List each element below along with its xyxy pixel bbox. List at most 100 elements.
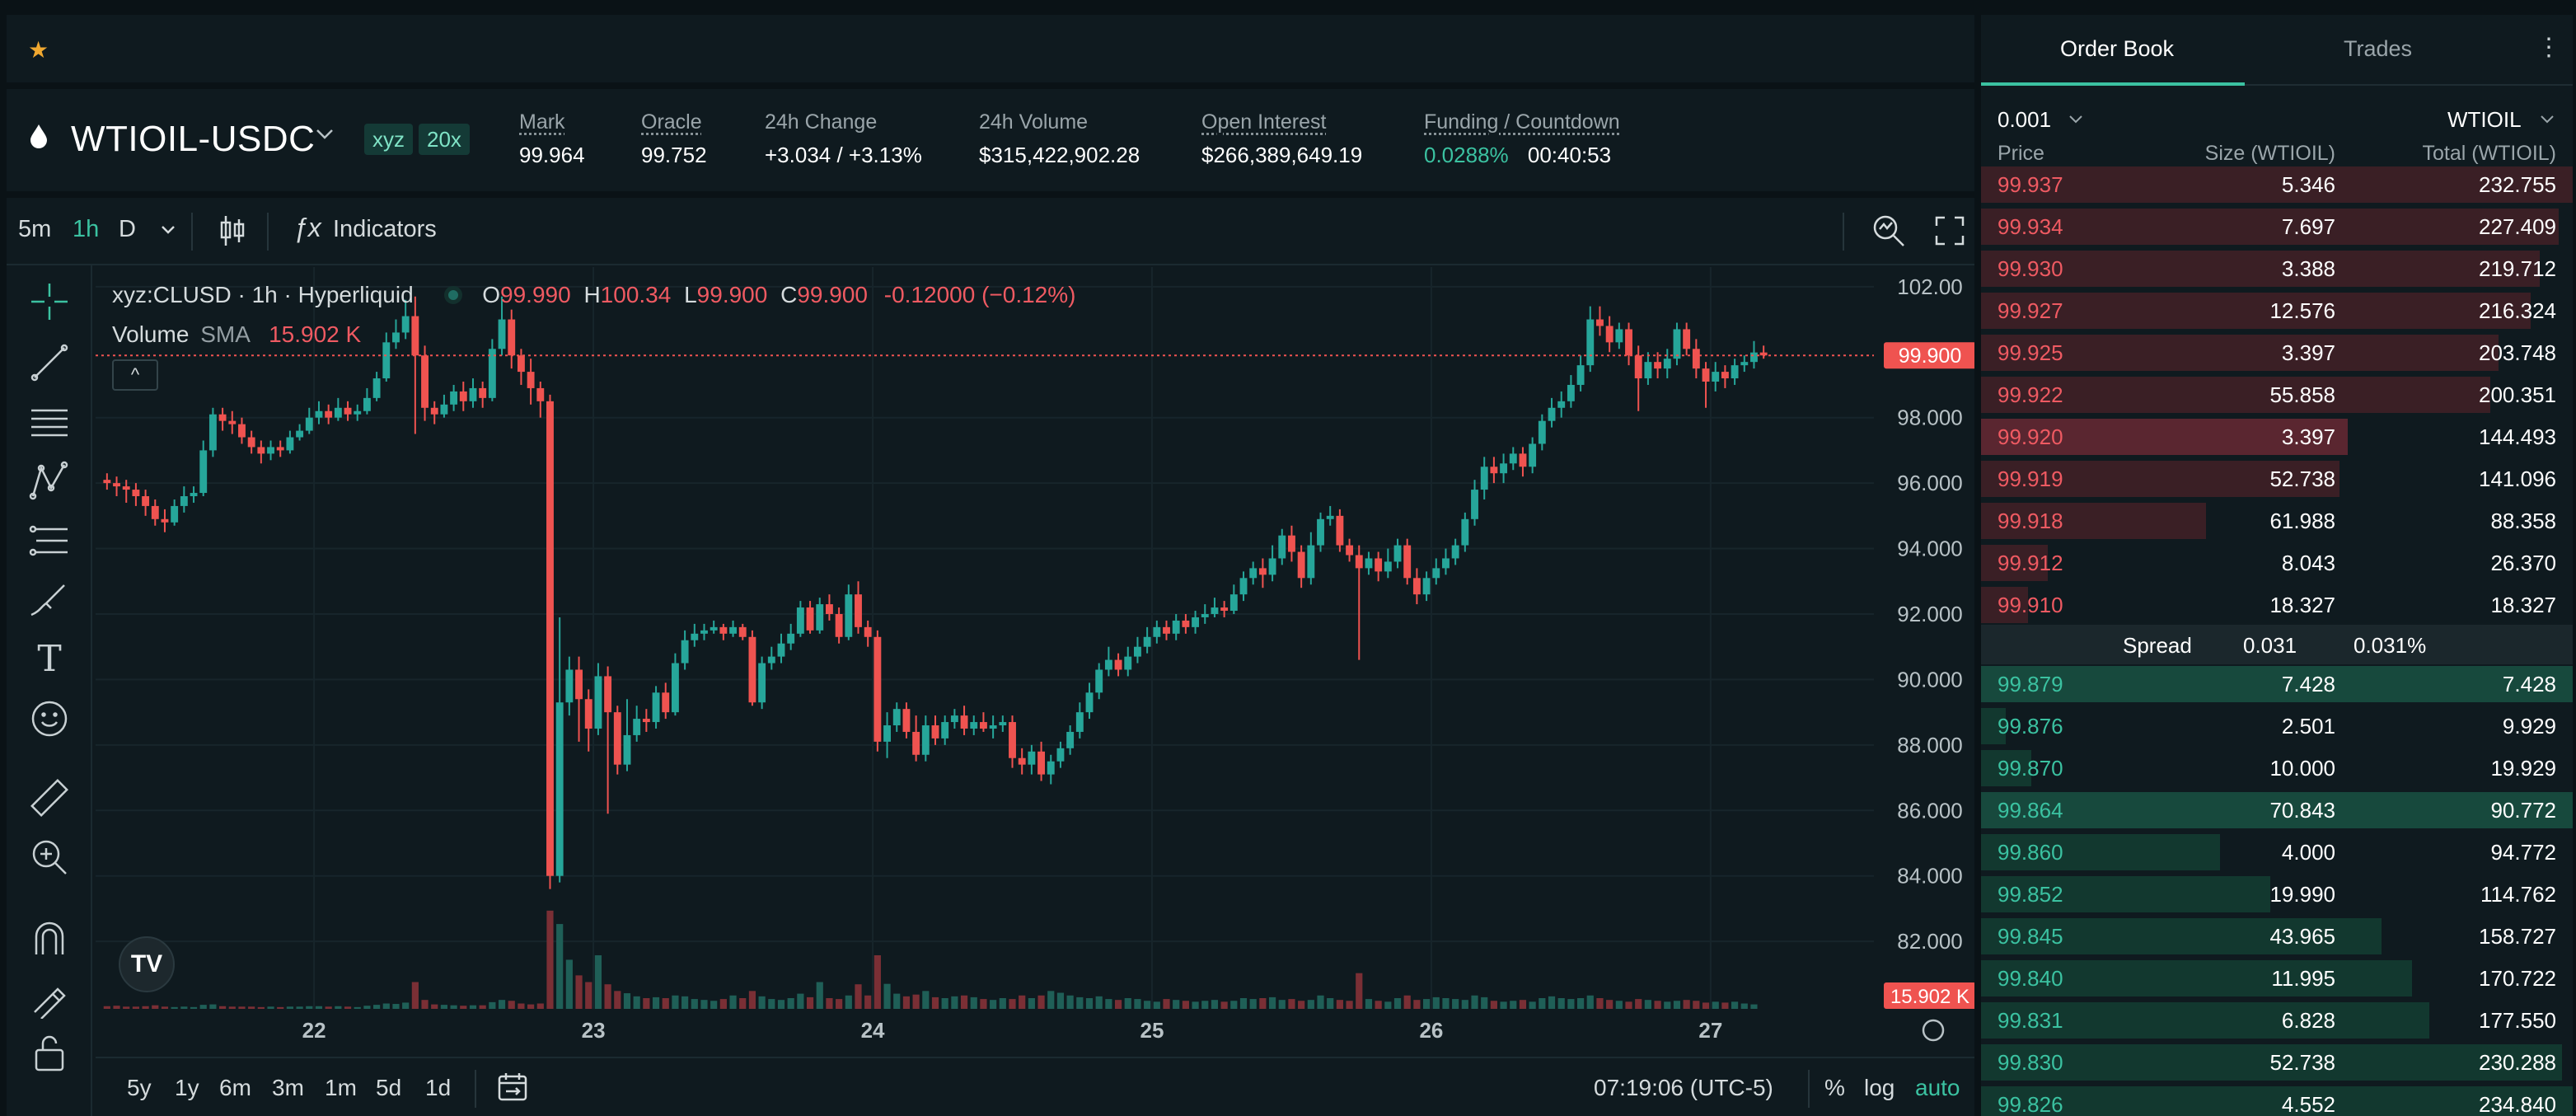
volume-bar: [1365, 999, 1373, 1009]
pattern-icon[interactable]: [28, 460, 71, 503]
candle-body: [633, 719, 641, 735]
legend-o-label: O: [482, 282, 501, 307]
ask-row[interactable]: 99.912 8.043 26.370: [1981, 543, 2573, 581]
price-chart[interactable]: 102.00 98.000 96.000 94.000 92.000 90.000 88.0…: [96, 267, 1974, 1055]
ask-row[interactable]: 99.934 7.697 227.409: [1981, 207, 2573, 245]
indicators-icon[interactable]: ƒx: [293, 213, 321, 242]
bid-depth-bar: [1981, 1044, 2562, 1081]
ask-row[interactable]: 99.927 12.576 216.324: [1981, 291, 2573, 329]
ask-row[interactable]: 99.910 18.327 18.327: [1981, 585, 2573, 623]
bid-row[interactable]: 99.860 4.000 94.772: [1981, 832, 2573, 870]
bid-row[interactable]: 99.876 2.501 9.929: [1981, 706, 2573, 744]
tab-order-book[interactable]: Order Book: [2060, 36, 2175, 61]
ask-row[interactable]: 99.920 3.397 144.493: [1981, 417, 2573, 455]
bid-row[interactable]: 99.864 70.843 90.772: [1981, 790, 2573, 828]
candle-body: [1615, 329, 1623, 343]
bid-price: 99.840: [1998, 966, 2063, 991]
range-1m[interactable]: 1m: [325, 1075, 357, 1100]
bid-row[interactable]: 99.831 6.828 177.550: [1981, 1001, 2573, 1039]
text-icon[interactable]: T: [37, 638, 62, 680]
candle-body: [421, 355, 429, 408]
horizontal-lines-icon[interactable]: [28, 401, 71, 443]
tradingview-logo-icon[interactable]: TV: [119, 936, 175, 992]
more-options-icon[interactable]: ⋮: [2536, 34, 2561, 61]
mark-label[interactable]: Mark: [519, 110, 565, 134]
volume-bar: [440, 1005, 448, 1009]
volume-bar: [1731, 1001, 1739, 1009]
legend-high: 100.34: [600, 282, 672, 307]
oracle-label[interactable]: Oracle: [641, 110, 702, 134]
range-5d[interactable]: 5d: [376, 1075, 402, 1100]
unit-chevron-icon[interactable]: [2538, 109, 2556, 134]
timeframe-1h[interactable]: 1h: [73, 216, 100, 242]
bid-price: 99.831: [1998, 1008, 2063, 1033]
ask-row[interactable]: 99.922 55.858 200.351: [1981, 375, 2573, 413]
funding-label[interactable]: Funding / Countdown: [1424, 110, 1620, 134]
volume-bar: [1384, 1001, 1392, 1009]
fib-retracement-icon[interactable]: [28, 519, 71, 562]
volume-bar: [1201, 1001, 1209, 1009]
ask-row[interactable]: 99.925 3.397 203.748: [1981, 333, 2573, 371]
brush-icon[interactable]: [28, 579, 71, 621]
crosshair-icon[interactable]: [28, 280, 71, 323]
volume-bar: [199, 1005, 207, 1009]
oil-drop-icon: [30, 124, 48, 156]
chevron-down-icon[interactable]: [313, 122, 336, 152]
chart-settings-icon[interactable]: [1922, 1019, 1945, 1042]
timeframe-5m[interactable]: 5m: [18, 216, 52, 242]
range-1d[interactable]: 1d: [425, 1075, 452, 1100]
bid-row[interactable]: 99.840 11.995 170.722: [1981, 959, 2573, 996]
emoji-icon[interactable]: [28, 697, 71, 740]
tick-chevron-icon[interactable]: [2067, 109, 2085, 134]
bid-row[interactable]: 99.826 4.552 234.840: [1981, 1085, 2573, 1116]
bid-row[interactable]: 99.852 19.990 114.762: [1981, 875, 2573, 912]
symbol-name[interactable]: WTIOIL-USDC: [71, 119, 316, 159]
unlock-icon[interactable]: [28, 1032, 71, 1075]
candle-body: [941, 722, 949, 739]
auto-toggle[interactable]: auto: [1915, 1075, 1960, 1100]
price-tick-label: 90.000: [1897, 667, 1963, 692]
unit-select[interactable]: WTIOIL: [2447, 107, 2522, 132]
last-price-label: 99.900: [1899, 345, 1961, 368]
ask-row[interactable]: 99.918 61.988 88.358: [1981, 501, 2573, 539]
date-tick-label: 22: [302, 1018, 326, 1043]
volume-bar: [1056, 992, 1065, 1009]
bid-total: 114.762: [2480, 882, 2556, 907]
lock-drawing-icon[interactable]: [28, 976, 71, 1020]
timeframe-d[interactable]: D: [119, 216, 136, 242]
price-tick-label: 92.000: [1897, 602, 1963, 626]
ask-row[interactable]: 99.930 3.388 219.712: [1981, 249, 2573, 287]
star-icon[interactable]: ★: [28, 37, 49, 63]
log-toggle[interactable]: log: [1864, 1075, 1895, 1100]
percent-toggle[interactable]: %: [1824, 1075, 1845, 1100]
date-range-icon[interactable]: [496, 1070, 529, 1109]
bid-row[interactable]: 99.879 7.428 7.428: [1981, 664, 2573, 702]
tab-trades[interactable]: Trades: [2344, 36, 2413, 61]
magnet-icon[interactable]: [28, 917, 71, 959]
volume-bar: [335, 1006, 342, 1009]
range-6m[interactable]: 6m: [219, 1075, 251, 1100]
range-3m[interactable]: 3m: [272, 1075, 304, 1100]
ask-row[interactable]: 99.937 5.346 232.755: [1981, 165, 2573, 203]
bid-row[interactable]: 99.845 43.965 158.727: [1981, 917, 2573, 954]
indicators-button[interactable]: Indicators: [333, 216, 437, 242]
volume-bar: [1654, 1001, 1661, 1009]
candle-body: [180, 496, 188, 506]
zoom-in-icon[interactable]: [28, 836, 71, 879]
timeframe-chevron-icon[interactable]: [158, 219, 178, 246]
candle-body: [325, 410, 333, 418]
candle-style-icon[interactable]: [216, 213, 249, 256]
ask-row[interactable]: 99.919 52.738 141.096: [1981, 459, 2573, 497]
open-interest-label[interactable]: Open Interest: [1201, 110, 1327, 134]
collapse-legend-button[interactable]: ^: [112, 359, 158, 391]
zoom-search-icon[interactable]: [1871, 213, 1907, 256]
trend-line-icon[interactable]: [28, 341, 71, 384]
range-5y[interactable]: 5y: [127, 1075, 152, 1100]
bid-row[interactable]: 99.830 52.738 230.288: [1981, 1043, 2573, 1081]
fullscreen-icon[interactable]: [1933, 214, 1966, 254]
range-1y[interactable]: 1y: [175, 1075, 199, 1100]
bid-row[interactable]: 99.870 10.000 19.929: [1981, 748, 2573, 786]
tick-size-select[interactable]: 0.001: [1998, 107, 2052, 132]
ruler-icon[interactable]: [28, 776, 71, 819]
candle-body: [1095, 669, 1103, 693]
